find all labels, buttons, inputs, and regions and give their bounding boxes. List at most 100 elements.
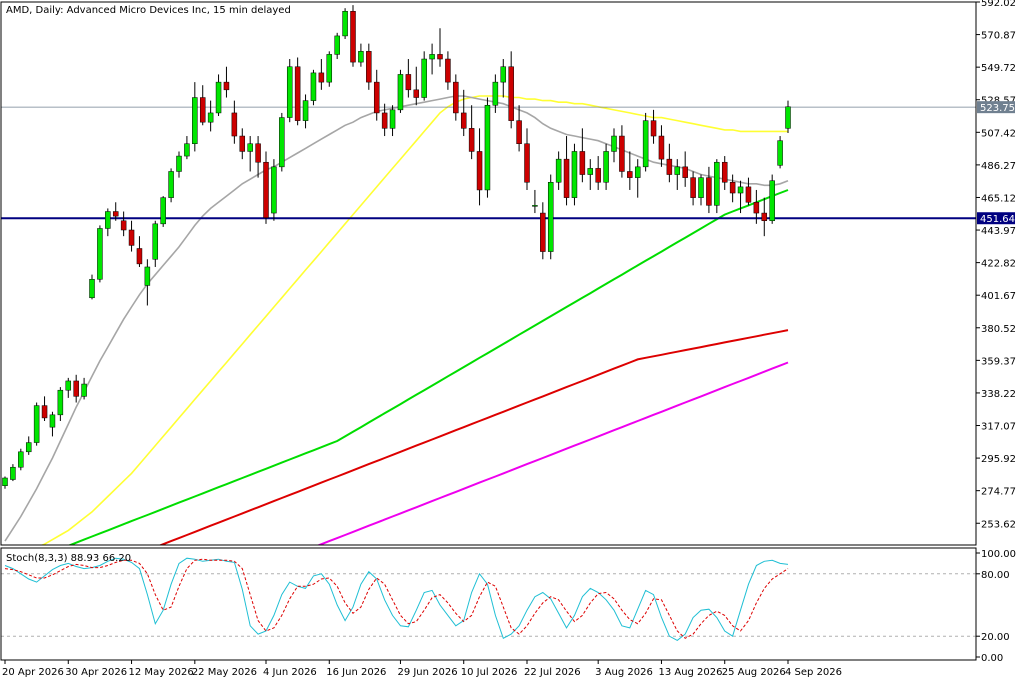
candle — [437, 28, 443, 67]
y-tick-label: 507.42 — [981, 128, 1016, 139]
candle-body-bear — [721, 161, 728, 183]
candle-body-bear — [476, 151, 483, 191]
candle — [674, 159, 681, 190]
candle — [571, 143, 578, 206]
candle — [579, 128, 586, 183]
candle — [729, 174, 736, 203]
candle — [73, 374, 79, 403]
candle — [215, 74, 222, 117]
candle-body-bull — [421, 58, 427, 98]
candle-body-bull — [587, 168, 594, 175]
candle — [176, 151, 182, 178]
candle — [587, 159, 594, 190]
candle-body-bull — [326, 54, 333, 83]
candle — [737, 180, 744, 214]
candle — [619, 125, 625, 178]
candle — [492, 74, 499, 113]
candle-body-bull — [571, 151, 578, 198]
stoch-y-tick-label: 20.00 — [981, 632, 1010, 643]
candle-body-bear — [761, 212, 768, 222]
candle — [326, 51, 333, 87]
candle-body-bear — [658, 135, 665, 160]
sma50-line — [40, 95, 788, 545]
candle-body-bull — [484, 104, 491, 191]
candle — [381, 103, 388, 137]
y-tick-label: 592.02 — [981, 0, 1016, 9]
candle — [25, 436, 32, 455]
candle-body-bull — [25, 442, 32, 453]
candle-body-bull — [302, 100, 309, 121]
candle-body-bull — [555, 158, 562, 183]
stoch-y-tick-label: 0.00 — [981, 653, 1003, 664]
candle-body-bull — [57, 389, 64, 416]
candle — [294, 57, 301, 126]
stoch-signal-line — [4, 558, 789, 639]
candle — [445, 51, 451, 90]
candle — [389, 105, 396, 137]
candle-body-bear — [706, 177, 712, 206]
candle-body-bull — [81, 383, 87, 397]
y-tick-label: 570.87 — [981, 31, 1016, 42]
candle-body-bull — [10, 466, 16, 480]
candle-body-bull — [532, 205, 538, 207]
candle-body-bear — [413, 89, 420, 98]
candle-body-bull — [160, 197, 166, 225]
candle — [105, 208, 111, 237]
candle-body-bull — [674, 166, 681, 175]
candle-body-bull — [279, 117, 285, 168]
y-tick-label: 422.82 — [981, 259, 1016, 270]
candle — [421, 51, 427, 101]
candle — [239, 128, 246, 160]
candle-body-bull — [389, 109, 396, 129]
candle-body-bear — [318, 72, 325, 83]
candle-body-bear — [540, 212, 546, 252]
candle — [524, 128, 530, 190]
candle-body-bull — [168, 171, 174, 198]
candle — [366, 43, 372, 90]
x-tick-label: 4 Jun 2026 — [263, 667, 317, 678]
candle — [41, 396, 48, 422]
stoch-pane-frame — [0, 547, 977, 661]
x-tick-label: 22 May 2026 — [192, 667, 257, 678]
x-tick-label: 25 Aug 2026 — [722, 667, 786, 678]
candle-body-bear — [437, 54, 443, 60]
candle — [112, 202, 119, 221]
chart-title: AMD, Daily: Advanced Micro Devices Inc, … — [6, 5, 291, 16]
candle — [595, 156, 601, 190]
candle-body-bear — [373, 81, 380, 114]
candle-body-bull — [89, 279, 95, 299]
candle-body-bear — [73, 380, 79, 397]
x-tick-label: 29 Jun 2026 — [397, 667, 457, 678]
candle — [286, 59, 293, 123]
candle — [753, 189, 760, 224]
candle-body-bear — [468, 128, 475, 152]
candle-body-bear — [350, 11, 356, 63]
candle — [57, 387, 64, 422]
candle — [769, 174, 775, 224]
candle — [397, 69, 404, 113]
candle — [555, 151, 562, 190]
candle-body-bull — [500, 66, 507, 83]
candle — [168, 168, 174, 203]
candle — [373, 69, 380, 121]
candle-body-bull — [247, 143, 253, 152]
candle-body-bear — [239, 135, 246, 152]
candle — [706, 166, 712, 214]
candle — [49, 411, 56, 437]
y-tick-label: 274.77 — [981, 487, 1016, 498]
candle-body-bull — [97, 228, 103, 280]
candle — [89, 274, 95, 300]
candle — [508, 51, 514, 129]
x-tick-label: 20 Apr 2026 — [2, 667, 64, 678]
candle — [144, 259, 151, 306]
candle — [627, 151, 633, 190]
candle-body-bull — [714, 161, 720, 206]
candle-body-bull — [144, 266, 151, 286]
candle — [721, 156, 728, 190]
candle-body-bear — [112, 211, 119, 217]
candle — [405, 59, 412, 98]
y-tick-label: 443.97 — [981, 226, 1016, 237]
candle — [714, 159, 720, 214]
candle — [658, 125, 665, 167]
